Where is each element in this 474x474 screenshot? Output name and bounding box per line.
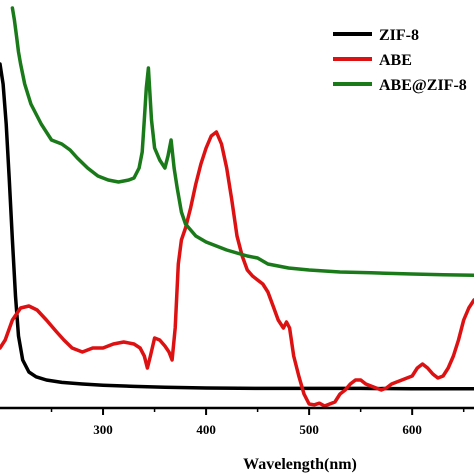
x-tick-label: 500 [299,422,319,437]
x-tick-label: 300 [93,422,113,437]
series-line-2 [0,130,474,408]
legend: ZIF-8 ABE ABE@ZIF-8 [333,27,467,94]
plot-area [0,6,474,408]
series-line-3 [10,6,474,277]
series-line-1 [0,62,474,391]
x-axis-title: Wavelength(nm) [243,456,357,473]
x-ticks: 300 400 500 600 [50,408,465,437]
x-tick-label: 400 [196,422,216,437]
legend-label: ZIF-8 [379,27,419,44]
legend-label: ABE@ZIF-8 [379,77,467,94]
x-tick-label: 600 [402,422,422,437]
legend-label: ABE [379,52,412,69]
